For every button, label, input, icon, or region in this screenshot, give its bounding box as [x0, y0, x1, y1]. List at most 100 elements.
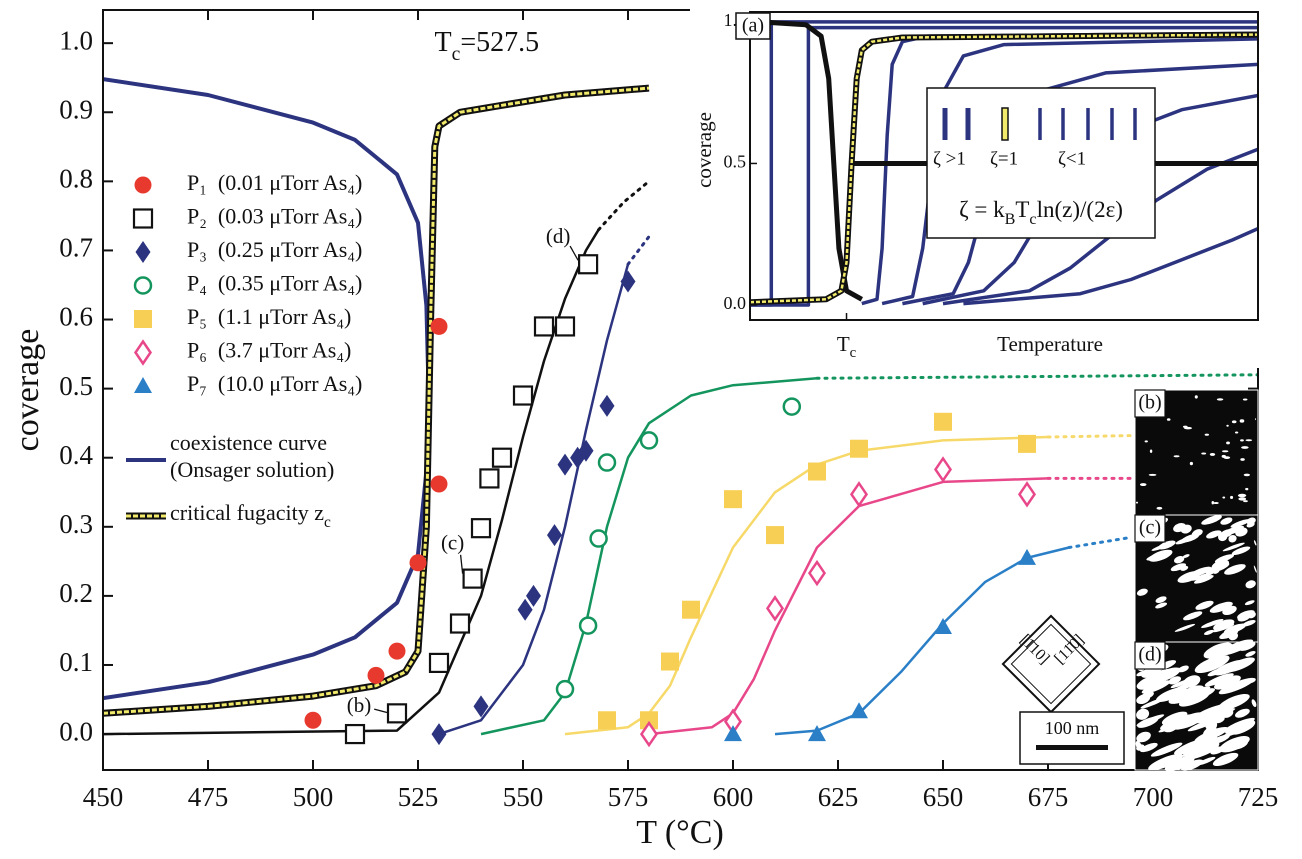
y-tick-label: 0.2 — [59, 578, 93, 608]
y-tick-label: 0.6 — [59, 302, 93, 332]
legend-marker — [134, 210, 152, 228]
point — [580, 618, 596, 634]
point — [430, 654, 448, 672]
x-tick-label: 650 — [923, 782, 964, 812]
y-axis-label: coverage — [9, 329, 46, 452]
point — [514, 387, 532, 405]
micrograph-grain — [1243, 399, 1248, 401]
panel-label: (b) — [1138, 392, 1161, 414]
text-run: c — [850, 345, 857, 361]
micrograph-grain — [1183, 426, 1188, 428]
x-tick-label: 450 — [83, 782, 124, 812]
legend-label: P₂ (0.03 μTorr As₄) — [187, 204, 362, 229]
legend-marker — [135, 278, 151, 294]
point — [556, 317, 574, 335]
micrograph-grain — [1145, 440, 1148, 442]
text-run: g — [255, 500, 266, 525]
panel-label: (c) — [1139, 517, 1161, 539]
point — [641, 432, 657, 448]
micrograph-grain — [1210, 453, 1215, 456]
inset-y-axis-label: coverage — [692, 112, 716, 188]
legend-marker — [135, 177, 152, 194]
micrograph-grain — [1240, 458, 1245, 461]
point — [388, 704, 406, 722]
micrograph-grain — [1240, 419, 1245, 422]
text-run: y — [298, 500, 309, 525]
legend-marker — [134, 310, 152, 328]
y-tick-label: 1.0 — [59, 25, 93, 55]
point — [579, 255, 597, 273]
micrograph-grain — [1149, 474, 1157, 476]
annotation: (d) — [546, 224, 571, 248]
point — [784, 399, 800, 415]
text-run: 7 — [504, 27, 518, 58]
micrograph-grain — [1217, 398, 1224, 400]
point — [682, 601, 700, 619]
point — [389, 643, 406, 660]
text-run: c — [170, 500, 180, 525]
point — [766, 526, 784, 544]
annotation: (c) — [441, 530, 464, 554]
point — [598, 711, 616, 729]
x-tick-label: 600 — [713, 782, 754, 812]
micrograph-grain — [1238, 494, 1246, 497]
point — [1018, 435, 1036, 453]
text-run: ( — [1054, 197, 1062, 222]
legend-label: P₇ (10.0 μTorr As₄) — [187, 371, 362, 396]
point — [346, 725, 364, 743]
micrograph-grain — [1222, 496, 1225, 498]
inset-label: (a) — [742, 15, 764, 37]
page: {"chart_data": [ {"type": "scatter", "xl… — [0, 0, 1302, 859]
text-run: T — [1015, 197, 1029, 222]
x-tick-label: 675 — [1028, 782, 1069, 812]
inset-legend-swatch — [1002, 108, 1008, 140]
text-run: 5 — [476, 27, 490, 58]
point — [451, 615, 469, 633]
micrograph-grain — [1255, 418, 1256, 420]
text-run: z — [314, 500, 324, 525]
micrograph-grain — [1245, 439, 1252, 441]
point — [431, 318, 448, 335]
micrograph-grain — [1190, 462, 1193, 465]
text-run: ) — [1072, 197, 1080, 222]
point — [850, 440, 868, 458]
inset-legend-label: ζ=1 — [990, 148, 1018, 169]
point — [557, 681, 573, 697]
point — [535, 317, 553, 335]
micrograph-grain — [1136, 502, 1138, 504]
point — [493, 449, 511, 467]
point — [480, 469, 498, 487]
micrograph-grain — [1244, 474, 1250, 477]
inset-legend-label: ζ<1 — [1058, 148, 1086, 169]
x-tick-label: 500 — [293, 782, 334, 812]
y-tick-label: 0.7 — [59, 233, 93, 263]
x-tick-label: 525 — [398, 782, 439, 812]
text-run: a — [215, 500, 225, 525]
point — [368, 667, 385, 684]
text-run: . — [518, 27, 525, 58]
text-run: 5 — [525, 27, 539, 58]
point — [934, 413, 952, 431]
inset-legend-label: ζ >1 — [933, 148, 966, 169]
y-tick-label: 0.3 — [59, 509, 93, 539]
legend-label: P₆ (3.7 μTorr As₄) — [187, 338, 351, 363]
text-run: ε — [1106, 197, 1116, 222]
text-run: u — [244, 500, 255, 525]
micrograph-grain — [1150, 450, 1152, 453]
text-run: c — [205, 500, 215, 525]
text-run: 2 — [490, 27, 504, 58]
y-tick-label: 0.5 — [59, 371, 93, 401]
point — [808, 463, 826, 481]
text-run: c — [1029, 211, 1036, 228]
text-run: n — [1043, 197, 1055, 222]
x-tick-label: 725 — [1238, 782, 1279, 812]
point — [724, 490, 742, 508]
text-run: c — [276, 500, 286, 525]
point — [464, 570, 482, 588]
micrograph-grain — [1226, 425, 1228, 427]
annotation: (b) — [347, 693, 372, 717]
text-run: z — [1062, 197, 1072, 222]
micrograph-grain — [1232, 420, 1237, 423]
micrograph-grain — [1240, 439, 1244, 441]
legend-label: (Onsager solution) — [170, 457, 334, 482]
